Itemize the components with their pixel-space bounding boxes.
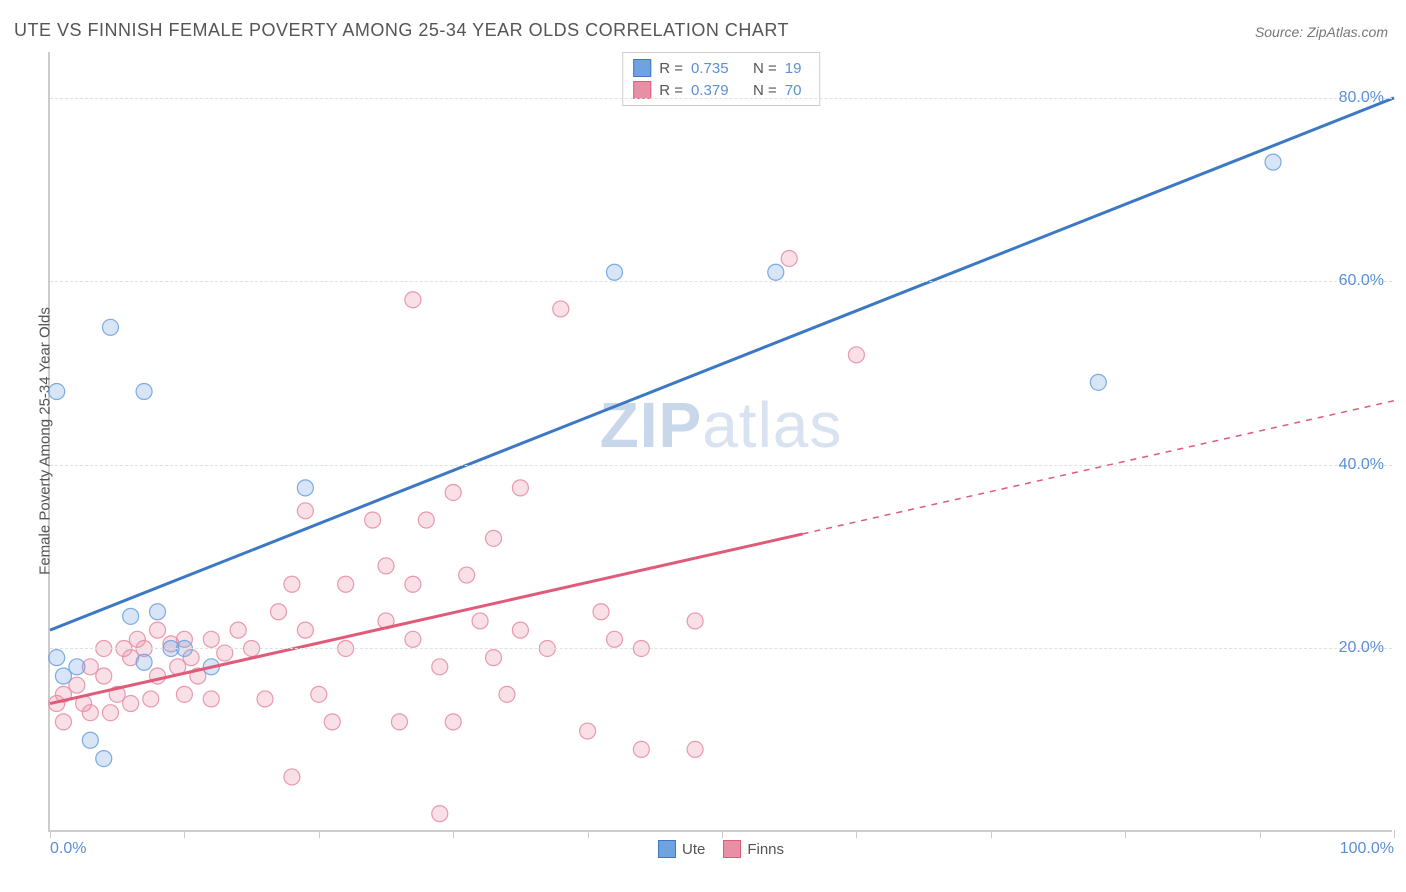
- data-point: [687, 741, 703, 757]
- data-point: [297, 622, 313, 638]
- x-tick: [856, 830, 857, 838]
- y-tick-label: 40.0%: [1339, 456, 1384, 474]
- grid-line: [50, 465, 1392, 466]
- data-point: [297, 480, 313, 496]
- x-tick: [991, 830, 992, 838]
- data-point: [69, 677, 85, 693]
- data-point: [472, 613, 488, 629]
- data-point: [217, 645, 233, 661]
- data-point: [150, 604, 166, 620]
- data-point: [445, 714, 461, 730]
- legend-item-ute: Ute: [658, 840, 705, 858]
- data-point: [69, 659, 85, 675]
- data-point: [459, 567, 475, 583]
- data-point: [553, 301, 569, 317]
- data-point: [512, 480, 528, 496]
- data-point: [284, 769, 300, 785]
- x-tick: [722, 830, 723, 838]
- data-point: [405, 631, 421, 647]
- x-tick: [453, 830, 454, 838]
- x-tick: [1394, 830, 1395, 838]
- data-point: [593, 604, 609, 620]
- x-tick: [184, 830, 185, 838]
- x-tick-label: 100.0%: [1340, 840, 1394, 858]
- data-point: [1090, 374, 1106, 390]
- data-point: [338, 576, 354, 592]
- data-point: [82, 705, 98, 721]
- legend-swatch-ute-bottom: [658, 840, 676, 858]
- legend-item-finns: Finns: [723, 840, 784, 858]
- data-point: [499, 686, 515, 702]
- data-point: [123, 696, 139, 712]
- source-label: Source: ZipAtlas.com: [1255, 24, 1388, 40]
- data-point: [365, 512, 381, 528]
- chart-title: UTE VS FINNISH FEMALE POVERTY AMONG 25-3…: [14, 20, 789, 41]
- grid-line: [50, 98, 1392, 99]
- y-tick-label: 20.0%: [1339, 639, 1384, 657]
- data-point: [102, 705, 118, 721]
- data-point: [1265, 154, 1281, 170]
- data-point: [606, 631, 622, 647]
- data-point: [203, 691, 219, 707]
- data-point: [687, 613, 703, 629]
- trend-line-extrapolated: [803, 401, 1394, 534]
- x-tick-label: 0.0%: [50, 840, 86, 858]
- data-point: [405, 292, 421, 308]
- trend-line: [50, 98, 1394, 630]
- data-point: [49, 384, 65, 400]
- data-point: [432, 659, 448, 675]
- data-point: [55, 714, 71, 730]
- data-point: [55, 668, 71, 684]
- data-point: [848, 347, 864, 363]
- grid-line: [50, 648, 1392, 649]
- data-point: [486, 650, 502, 666]
- data-point: [781, 250, 797, 266]
- x-tick: [588, 830, 589, 838]
- data-point: [270, 604, 286, 620]
- data-point: [405, 576, 421, 592]
- data-point: [123, 608, 139, 624]
- data-point: [176, 686, 192, 702]
- x-tick: [1125, 830, 1126, 838]
- data-point: [445, 484, 461, 500]
- legend-label-finns: Finns: [747, 841, 784, 858]
- data-point: [230, 622, 246, 638]
- data-point: [82, 732, 98, 748]
- data-point: [432, 806, 448, 822]
- data-point: [768, 264, 784, 280]
- grid-line: [50, 281, 1392, 282]
- data-point: [418, 512, 434, 528]
- data-point: [143, 691, 159, 707]
- data-point: [311, 686, 327, 702]
- data-point: [486, 530, 502, 546]
- data-point: [284, 576, 300, 592]
- data-point: [136, 384, 152, 400]
- data-point: [378, 558, 394, 574]
- data-point: [297, 503, 313, 519]
- legend-series: Ute Finns: [658, 840, 784, 858]
- data-point: [102, 319, 118, 335]
- legend-label-ute: Ute: [682, 841, 705, 858]
- data-point: [633, 741, 649, 757]
- data-point: [136, 654, 152, 670]
- data-point: [150, 622, 166, 638]
- y-tick-label: 80.0%: [1339, 89, 1384, 107]
- scatter-svg: [50, 52, 1392, 830]
- data-point: [580, 723, 596, 739]
- plot-area: Female Poverty Among 25-34 Year Olds ZIP…: [48, 52, 1392, 832]
- data-point: [49, 650, 65, 666]
- data-point: [96, 751, 112, 767]
- data-point: [606, 264, 622, 280]
- x-tick: [319, 830, 320, 838]
- legend-swatch-finns-bottom: [723, 840, 741, 858]
- data-point: [512, 622, 528, 638]
- y-tick-label: 60.0%: [1339, 272, 1384, 290]
- x-tick: [1260, 830, 1261, 838]
- data-point: [257, 691, 273, 707]
- data-point: [203, 631, 219, 647]
- data-point: [96, 668, 112, 684]
- x-tick: [50, 830, 51, 838]
- data-point: [324, 714, 340, 730]
- data-point: [391, 714, 407, 730]
